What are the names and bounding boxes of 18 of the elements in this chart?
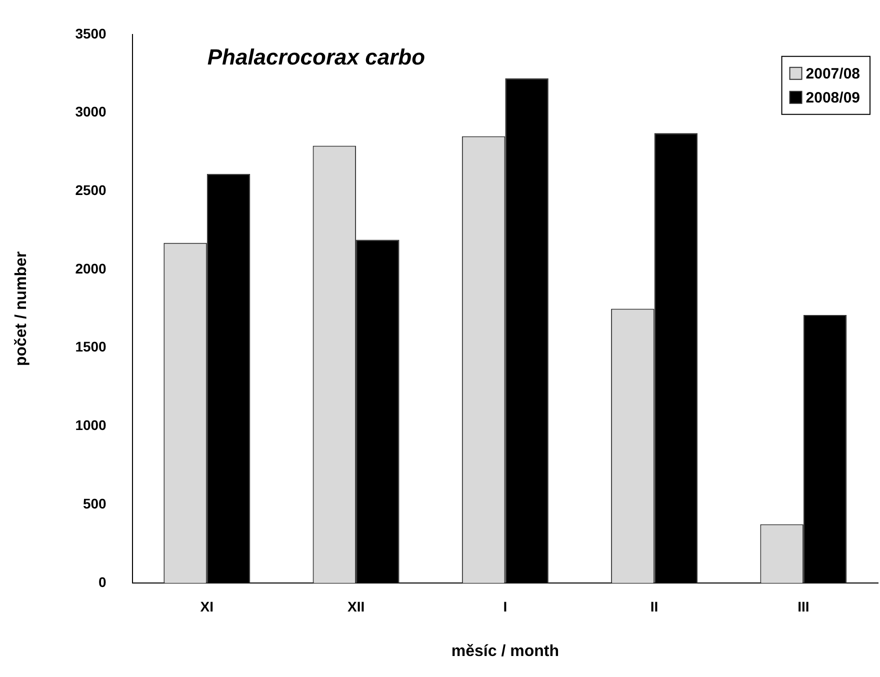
y-tick-label: 1000 bbox=[75, 417, 107, 434]
y-axis-title: počet / number bbox=[13, 251, 30, 366]
x-tick-label: XII bbox=[347, 598, 365, 614]
y-tick-label: 1500 bbox=[75, 338, 107, 355]
y-tick-label: 2500 bbox=[75, 182, 107, 198]
x-tick-label: II bbox=[650, 598, 658, 614]
legend-label: 2007/08 bbox=[806, 66, 860, 83]
y-tick-label: 500 bbox=[82, 495, 107, 512]
x-tick-label: I bbox=[503, 598, 508, 614]
y-tick-label: 3000 bbox=[75, 104, 107, 120]
legend-label: 2008/09 bbox=[806, 90, 860, 107]
x-axis-title: měsíc / month bbox=[451, 642, 559, 660]
x-tick-label: III bbox=[798, 598, 810, 614]
y-tick-label: 2000 bbox=[75, 260, 107, 276]
y-tick-label: 3500 bbox=[75, 25, 107, 42]
y-tick-label: 0 bbox=[98, 574, 107, 590]
text: Phalacrocorax carbo bbox=[207, 44, 426, 70]
x-tick-label: XI bbox=[200, 598, 214, 614]
